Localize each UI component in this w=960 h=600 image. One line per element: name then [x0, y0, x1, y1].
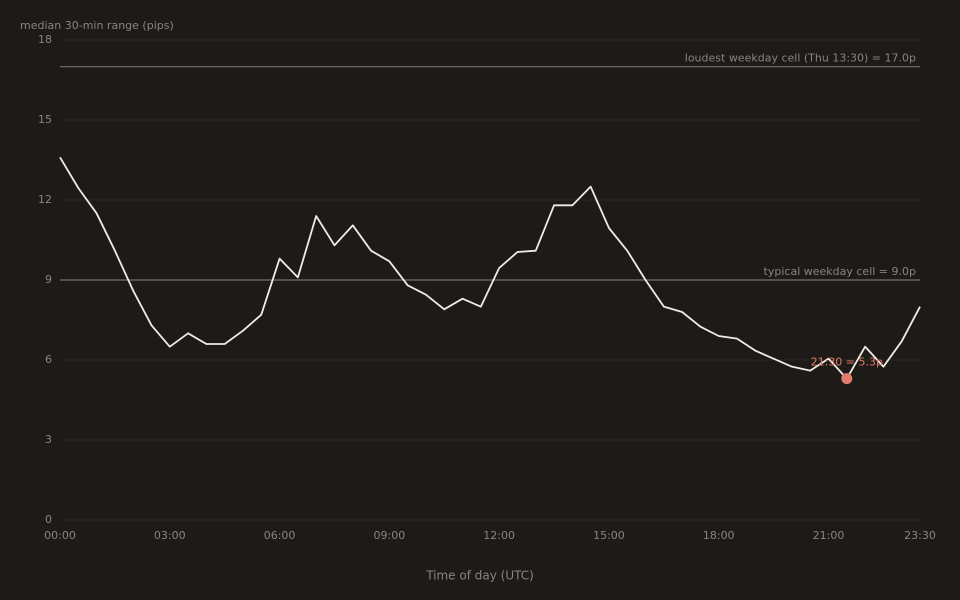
y-tick-label: 6 — [45, 353, 52, 366]
highlight-label: 21:30 = 5.3p — [811, 356, 883, 369]
y-tick-label: 18 — [38, 33, 52, 46]
x-tick-label: 06:00 — [264, 529, 296, 542]
x-tick-label: 23:30 — [904, 529, 936, 542]
y-tick-label: 12 — [38, 193, 52, 206]
y-tick-label: 3 — [45, 433, 52, 446]
y-tick-label: 0 — [45, 513, 52, 526]
y-tick-label: 9 — [45, 273, 52, 286]
x-tick-label: 09:00 — [374, 529, 406, 542]
reference-label: loudest weekday cell (Thu 13:30) = 17.0p — [685, 52, 916, 65]
reference-label: typical weekday cell = 9.0p — [764, 265, 916, 278]
x-tick-label: 18:00 — [703, 529, 735, 542]
highlight-point — [841, 373, 853, 385]
x-axis-label: Time of day (UTC) — [425, 569, 534, 583]
x-tick-label: 12:00 — [483, 529, 515, 542]
x-tick-label: 03:00 — [154, 529, 186, 542]
x-tick-label: 21:00 — [813, 529, 845, 542]
y-axis-label: median 30-min range (pips) — [20, 19, 174, 32]
y-tick-label: 15 — [38, 113, 52, 126]
x-tick-label: 00:00 — [44, 529, 76, 542]
x-tick-label: 15:00 — [593, 529, 625, 542]
series-line — [59, 156, 921, 380]
